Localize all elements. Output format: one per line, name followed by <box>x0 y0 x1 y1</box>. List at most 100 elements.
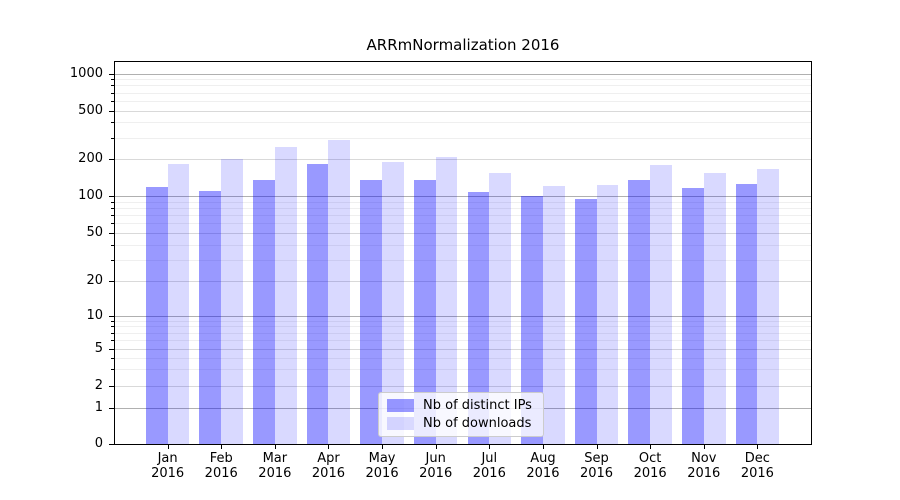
bar-downloads-jan <box>167 163 190 444</box>
gridline-minor-40 <box>114 244 811 246</box>
bar-downloads-apr <box>328 140 351 444</box>
x-tick-sep <box>596 444 598 449</box>
gridline-500 <box>114 110 811 112</box>
bar-downloads-aug <box>542 185 565 444</box>
x-tick-label-oct: Oct 2016 <box>633 451 667 481</box>
legend-entry-downloads: Nb of downloads <box>387 416 535 431</box>
y-tick-50 <box>109 233 114 234</box>
bar-downloads-nov <box>703 172 726 444</box>
y-tick-5 <box>109 348 114 350</box>
x-tick-label-nov: Nov 2016 <box>687 451 721 481</box>
bar-ips-nov <box>681 188 704 444</box>
gridline-minor-8 <box>114 326 811 328</box>
x-tick-label-mar: Mar 2016 <box>258 451 292 481</box>
bar-ips-jul <box>467 191 490 444</box>
gridline-5 <box>114 348 811 350</box>
y-tick-label-1: 1 <box>94 399 103 415</box>
gridline-minor-70 <box>114 215 811 217</box>
bar-ips-jun <box>413 180 436 444</box>
y-minor-tick-70 <box>111 215 114 217</box>
y-tick-100 <box>109 196 114 197</box>
bar-downloads-dec <box>757 168 780 444</box>
y-tick-label-200: 200 <box>78 151 103 166</box>
gridline-minor-800 <box>114 85 811 87</box>
x-tick-label-may: May 2016 <box>365 451 399 481</box>
x-tick-jul <box>489 444 491 449</box>
y-minor-tick-400 <box>111 122 114 124</box>
y-minor-tick-80 <box>111 207 114 209</box>
legend-label-distinct-ips: Nb of distinct IPs <box>423 398 532 413</box>
x-tick-apr <box>328 444 330 449</box>
bar-downloads-feb <box>221 159 244 444</box>
gridline-minor-900 <box>114 79 811 81</box>
y-tick-500 <box>109 110 114 112</box>
y-tick-0 <box>109 444 114 445</box>
y-tick-label-50: 50 <box>86 225 103 240</box>
y-tick-label-100: 100 <box>78 188 103 203</box>
y-tick-label-0: 0 <box>94 436 103 451</box>
x-tick-feb <box>221 444 223 449</box>
gridline-minor-7 <box>114 332 811 334</box>
bar-downloads-may <box>382 161 404 444</box>
y-tick-1 <box>109 407 114 409</box>
legend-entry-distinct-ips: Nb of distinct IPs <box>387 398 535 413</box>
bar-downloads-oct <box>650 164 672 444</box>
y-minor-tick-4 <box>111 357 114 359</box>
y-tick-label-5: 5 <box>94 340 103 356</box>
chart-title: ARRmNormalization 2016 <box>366 36 560 54</box>
x-tick-label-dec: Dec 2016 <box>740 451 774 481</box>
y-minor-tick-300 <box>111 137 114 139</box>
legend-swatch-downloads <box>387 417 414 430</box>
y-minor-tick-60 <box>111 223 114 225</box>
y-minor-tick-9 <box>111 320 114 322</box>
y-tick-label-10: 10 <box>86 308 103 323</box>
gridline-minor-6 <box>114 339 811 341</box>
gridline-100 <box>114 196 811 197</box>
bar-ips-feb <box>199 190 222 444</box>
bar-ips-mar <box>253 180 275 444</box>
bar-downloads-jul <box>489 172 512 444</box>
y-minor-tick-3 <box>111 369 114 371</box>
y-minor-tick-600 <box>111 100 114 102</box>
gridline-minor-600 <box>114 100 811 102</box>
x-tick-label-jul: Jul 2016 <box>472 451 506 481</box>
bar-ips-apr <box>306 163 329 444</box>
y-minor-tick-800 <box>111 85 114 87</box>
y-tick-200 <box>109 159 114 160</box>
y-tick-label-2: 2 <box>94 377 103 393</box>
gridline-minor-60 <box>114 223 811 225</box>
y-minor-tick-8 <box>111 326 114 328</box>
gridline-50 <box>114 233 811 234</box>
bar-ips-may <box>360 180 383 444</box>
x-tick-nov <box>703 444 705 449</box>
y-minor-tick-900 <box>111 79 114 81</box>
x-tick-dec <box>757 444 759 449</box>
gridline-200 <box>114 159 811 160</box>
x-tick-may <box>382 444 384 449</box>
x-tick-label-aug: Aug 2016 <box>526 451 560 481</box>
y-tick-20 <box>109 281 114 282</box>
x-tick-jan <box>167 444 169 449</box>
gridline-minor-4 <box>114 357 811 359</box>
x-tick-label-apr: Apr 2016 <box>311 451 345 481</box>
x-tick-label-jun: Jun 2016 <box>419 451 453 481</box>
x-tick-label-feb: Feb 2016 <box>204 451 238 481</box>
x-tick-oct <box>650 444 652 449</box>
gridline-minor-9 <box>114 320 811 322</box>
gridline-minor-700 <box>114 92 811 94</box>
gridline-minor-400 <box>114 122 811 124</box>
x-tick-label-jan: Jan 2016 <box>151 451 185 481</box>
y-minor-tick-90 <box>111 201 114 203</box>
bar-ips-jan <box>145 187 168 444</box>
bar-ips-aug <box>521 196 543 444</box>
legend-swatch-distinct-ips <box>387 399 414 412</box>
gridline-1000 <box>114 73 811 75</box>
bar-downloads-mar <box>274 146 297 444</box>
bar-downloads-jun <box>435 156 458 444</box>
y-tick-label-500: 500 <box>78 102 103 118</box>
x-tick-aug <box>542 444 544 449</box>
gridline-minor-90 <box>114 201 811 203</box>
x-tick-label-sep: Sep 2016 <box>579 451 614 481</box>
gridline-minor-300 <box>114 137 811 139</box>
